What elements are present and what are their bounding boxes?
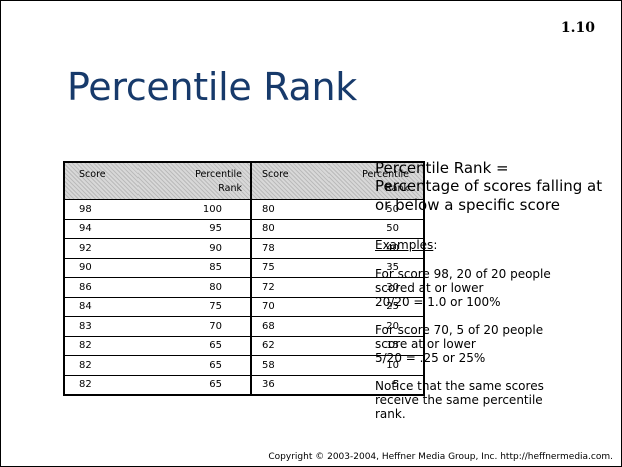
table-row: 94 95 80 50	[64, 219, 424, 239]
header-percentile-rank-2: Percentile Rank	[329, 162, 424, 200]
example-2: For score 70, 5 of 20 people score at or…	[375, 323, 544, 365]
cell-score-1: 90	[64, 258, 138, 278]
cell-score-1: 82	[79, 379, 92, 391]
header-score-2: Score	[251, 162, 329, 200]
page-title: Percentile Rank	[67, 65, 358, 109]
slide-number: 1.10	[560, 20, 595, 36]
cell-percentile-rank-1: 80	[138, 277, 252, 298]
table-row: 92 90 78 40	[64, 238, 424, 259]
header-percentile-rank-1: Percentile Rank	[138, 162, 252, 200]
table-row: 84 75 70 25	[64, 297, 424, 317]
cell-percentile-rank-1: 65	[138, 375, 252, 395]
table-header-row: Score Percentile Rank Score Percentile Ran…	[64, 162, 424, 200]
cell-percentile-rank-2: 40	[329, 238, 424, 259]
cell-score-1: 92	[64, 238, 138, 259]
cell-percentile-rank-2: 50	[329, 219, 424, 239]
table-row: 90 85 75 35	[64, 258, 424, 278]
cell-score-2: 72	[251, 277, 329, 298]
header-score-1: Score	[64, 162, 138, 200]
cell-score-1: 82	[64, 336, 138, 356]
table-row: 82 65 36 5	[64, 375, 424, 395]
cell-percentile-rank-2: 20	[329, 316, 424, 337]
copyright-footer: Copyright © 2003-2004, Heffner Media Gro…	[268, 452, 613, 462]
cell-percentile-rank-2: 10	[329, 355, 424, 376]
table-row: 98 100 80 50	[64, 199, 424, 220]
cell-score-2: 58	[251, 355, 329, 376]
cell-score-1: 84	[64, 297, 138, 317]
example-1: For score 98, 20 of 20 people scored at …	[375, 267, 551, 309]
cell-score-1: 82	[64, 355, 138, 376]
examples-colon: :	[433, 238, 438, 252]
cell-percentile-rank-2: 50	[329, 199, 424, 220]
cell-percentile-rank-1: 65	[138, 336, 252, 356]
cell-percentile-rank-2: 5	[392, 379, 399, 391]
cell-percentile-rank-1: 95	[138, 219, 252, 239]
cell-percentile-rank-1: 65	[138, 355, 252, 376]
cell-percentile-rank-2: 35	[329, 258, 424, 278]
cell-score-2: 62	[251, 336, 329, 356]
definition-text: Percentage of scores falling at or below…	[375, 177, 603, 214]
cell-score-2: 80	[251, 199, 329, 220]
table-body: 98 100 80 50 94 95 80 50 92 90 78 40 90 85 75 35 86 80 72 3…	[64, 199, 424, 395]
definition-heading: Percentile Rank =	[375, 159, 509, 177]
cell-percentile-rank-2: 15	[329, 336, 424, 356]
table-row: 82 65 58 10	[64, 355, 424, 376]
cell-score-2: 80	[251, 219, 329, 239]
percentile-table: Score Percentile Rank Score Percentile Ran…	[63, 161, 425, 396]
cell-percentile-rank-1: 85	[138, 258, 252, 278]
cell-percentile-rank-1: 70	[138, 316, 252, 337]
cell-score-2: 68	[251, 316, 329, 337]
cell-score-1: 83	[64, 316, 138, 337]
cell-score-1: 98	[64, 199, 138, 220]
table-row: 82 65 62 15	[64, 336, 424, 356]
cell-percentile-rank-2: 25	[329, 297, 424, 317]
cell-percentile-rank-1: 75	[138, 297, 252, 317]
note: Notice that the same scores receive the …	[375, 379, 544, 421]
cell-percentile-rank-2: 30	[329, 277, 424, 298]
cell-percentile-rank-1: 90	[138, 238, 252, 259]
cell-score-1: 94	[64, 219, 138, 239]
cell-score-2: 70	[251, 297, 329, 317]
examples-label: Examples	[375, 238, 434, 252]
cell-score-2: 75	[251, 258, 329, 278]
table-row: 86 80 72 30	[64, 277, 424, 298]
cell-score-2: 36	[262, 379, 275, 391]
percentile-table-container: Score Percentile Rank Score Percentile Ran…	[63, 161, 425, 396]
cell-score-1: 86	[64, 277, 138, 298]
table-row: 83 70 68 20	[64, 316, 424, 337]
cell-score-2: 78	[251, 238, 329, 259]
cell-percentile-rank-1: 100	[138, 199, 252, 220]
definition-panel: Percentile Rank = Percentage of scores f…	[375, 159, 611, 421]
